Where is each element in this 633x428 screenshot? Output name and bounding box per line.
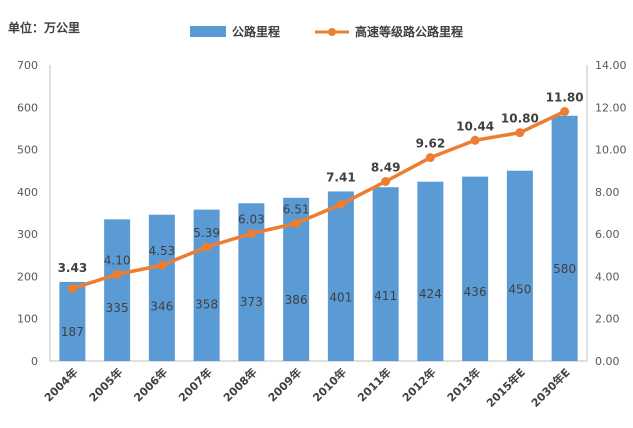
x-tick-label: 2007年: [175, 365, 214, 404]
line-point: [381, 176, 391, 186]
bar: [417, 181, 444, 361]
x-tick-label: 2006年: [131, 365, 170, 404]
y-left-tick-label: 600: [17, 101, 38, 114]
bar-value-label: 373: [240, 295, 263, 309]
bar-value-label: 187: [61, 325, 84, 339]
line-value-label: 4.53: [149, 244, 176, 258]
bar-value-label: 346: [150, 299, 173, 313]
legend: 公路里程 高速等级路公路里程: [190, 24, 463, 39]
bar: [104, 219, 131, 361]
legend-line-label: 高速等级路公路里程: [355, 24, 463, 39]
x-tick-label: 2013年: [444, 365, 483, 404]
y-right-tick-label: 4.00: [595, 270, 620, 283]
bar-value-label: 358: [195, 297, 218, 311]
line-value-label: 6.51: [283, 202, 310, 216]
line-value-label: 10.44: [456, 119, 494, 133]
x-tick-label: 2015年E: [483, 365, 528, 410]
y-left-tick-label: 700: [17, 59, 38, 72]
y-right-tick-label: 8.00: [595, 186, 620, 199]
x-tick-label: 2030年E: [528, 365, 573, 410]
y-right-tick-label: 12.00: [595, 101, 627, 114]
y-left-tick-label: 100: [17, 313, 38, 326]
plot-area: 0 100 200 300 400 500 600 700 0.00 2.00 4.00 6.00 8.…: [17, 59, 627, 410]
line-point: [157, 260, 167, 270]
bar: [327, 191, 354, 361]
legend-bar-swatch: [190, 26, 226, 37]
bar-value-label: 401: [329, 291, 352, 305]
x-tick-label: 2008年: [220, 365, 259, 404]
line-point: [202, 242, 212, 252]
line-series: [71, 109, 566, 291]
legend-line-marker: [328, 28, 336, 36]
x-tick-label: 2004年: [41, 365, 80, 404]
bar: [372, 187, 399, 361]
x-tick-label: 2009年: [265, 365, 304, 404]
bar-value-label: 386: [285, 293, 308, 307]
bar-value-label: 424: [419, 287, 442, 301]
y-left-tick-label: 300: [17, 228, 38, 241]
y-right-tick-label: 6.00: [595, 228, 620, 241]
line-value-label: 7.41: [326, 170, 356, 184]
bar-value-label: 450: [508, 283, 531, 297]
line-point: [67, 283, 77, 293]
x-tick-label: 2010年: [310, 365, 349, 404]
y-left-tick-label: 0: [31, 355, 38, 368]
y-right-tick-label: 0.00: [595, 355, 620, 368]
y-right-tick-label: 14.00: [595, 59, 627, 72]
unit-label: 单位：万公里: [8, 20, 80, 35]
line-point: [246, 229, 256, 239]
bar: [148, 214, 175, 361]
y-right-tick-label: 2.00: [595, 313, 620, 326]
bar: [193, 209, 220, 361]
line-point: [112, 269, 122, 279]
y-left-tick-label: 500: [17, 144, 38, 157]
line-value-label: 6.03: [238, 213, 265, 227]
line-point: [470, 135, 480, 145]
x-tick-label: 2005年: [86, 365, 125, 404]
bar-value-label: 436: [464, 285, 487, 299]
bar-value-label: 580: [553, 262, 576, 276]
bar: [238, 203, 265, 361]
line-point: [515, 128, 525, 138]
line-value-label: 8.49: [371, 160, 401, 174]
line-value-label: 11.80: [546, 91, 584, 105]
y-left-tick-label: 200: [17, 270, 38, 283]
y-right-tick-label: 10.00: [595, 144, 627, 157]
bar: [551, 115, 578, 361]
x-tick-label: 2012年: [399, 365, 438, 404]
bar: [506, 170, 533, 361]
line-value-label: 3.43: [58, 261, 88, 275]
line-value-label: 9.62: [416, 137, 446, 151]
y-left-tick-label: 400: [17, 186, 38, 199]
line-value-label: 4.10: [104, 253, 131, 267]
line-point: [560, 107, 570, 117]
line-point: [291, 218, 301, 228]
bar: [59, 281, 86, 361]
bar-value-label: 335: [106, 301, 129, 315]
bar: [462, 176, 489, 361]
line-value-label: 10.80: [501, 112, 539, 126]
line-point: [336, 199, 346, 209]
legend-bar-label: 公路里程: [232, 24, 280, 39]
x-tick-label: 2011年: [354, 365, 393, 404]
line-value-label: 5.39: [193, 226, 220, 240]
bar-value-label: 411: [374, 289, 397, 303]
line-point: [425, 153, 435, 163]
